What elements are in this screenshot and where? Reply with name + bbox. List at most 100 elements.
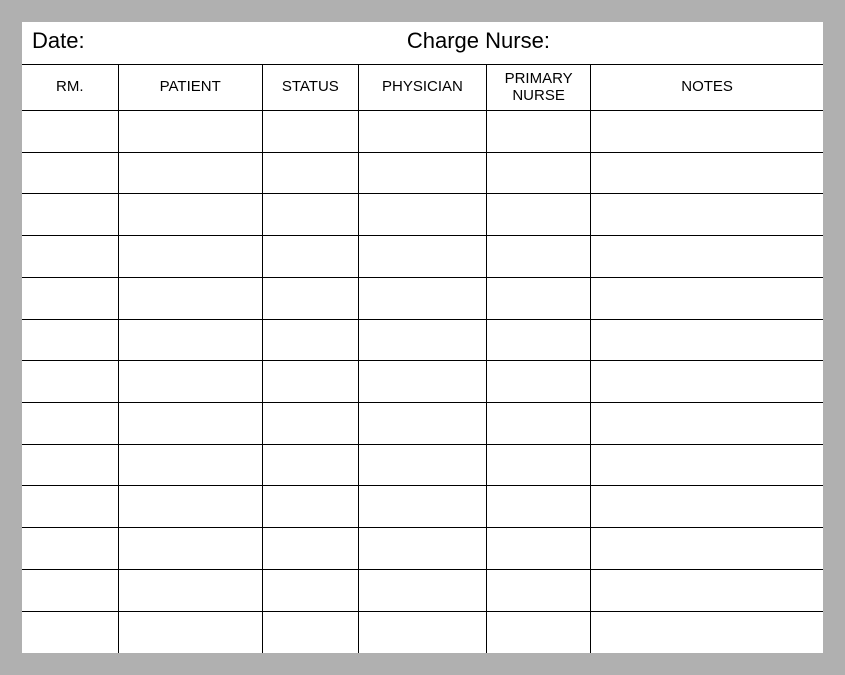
table-cell — [358, 236, 486, 278]
sheet: Date: Charge Nurse: RM.PATIENTSTATUSPHYS… — [22, 22, 823, 653]
table-row — [22, 111, 823, 153]
table-row — [22, 611, 823, 653]
table-cell — [591, 277, 823, 319]
table-cell — [487, 152, 591, 194]
table-row — [22, 361, 823, 403]
table-cell — [22, 486, 118, 528]
table-cell — [22, 152, 118, 194]
table-row — [22, 486, 823, 528]
table-cell — [22, 194, 118, 236]
table-cell — [358, 361, 486, 403]
table-cell — [22, 319, 118, 361]
table-cell — [591, 611, 823, 653]
table-cell — [591, 236, 823, 278]
table-cell — [262, 111, 358, 153]
column-header: PHYSICIAN — [358, 65, 486, 111]
table-cell — [487, 319, 591, 361]
table-cell — [358, 403, 486, 445]
table-cell — [118, 528, 262, 570]
assignment-table: RM.PATIENTSTATUSPHYSICIANPRIMARYNURSENOT… — [22, 64, 823, 653]
table-cell — [262, 444, 358, 486]
table-cell — [118, 403, 262, 445]
table-cell — [358, 444, 486, 486]
table-cell — [487, 277, 591, 319]
table-cell — [262, 277, 358, 319]
table-row — [22, 277, 823, 319]
table-cell — [358, 111, 486, 153]
date-label: Date: — [32, 28, 407, 54]
table-cell — [487, 611, 591, 653]
table-cell — [118, 569, 262, 611]
table-cell — [358, 486, 486, 528]
table-cell — [591, 152, 823, 194]
table-row — [22, 444, 823, 486]
table-cell — [487, 569, 591, 611]
table-cell — [487, 361, 591, 403]
table-cell — [118, 277, 262, 319]
table-cell — [591, 319, 823, 361]
table-cell — [118, 486, 262, 528]
table-cell — [22, 611, 118, 653]
table-cell — [22, 361, 118, 403]
column-header: RM. — [22, 65, 118, 111]
table-cell — [118, 236, 262, 278]
table-cell — [487, 444, 591, 486]
table-cell — [118, 611, 262, 653]
table-header-row: RM.PATIENTSTATUSPHYSICIANPRIMARYNURSENOT… — [22, 65, 823, 111]
table-cell — [118, 194, 262, 236]
table-cell — [591, 111, 823, 153]
header-row: Date: Charge Nurse: — [22, 22, 823, 64]
table-cell — [487, 111, 591, 153]
table-cell — [262, 319, 358, 361]
table-cell — [22, 403, 118, 445]
table-cell — [118, 361, 262, 403]
table-cell — [591, 194, 823, 236]
table-cell — [118, 319, 262, 361]
table-cell — [22, 444, 118, 486]
table-cell — [358, 277, 486, 319]
table-cell — [487, 403, 591, 445]
table-cell — [262, 361, 358, 403]
table-cell — [487, 528, 591, 570]
table-row — [22, 528, 823, 570]
table-cell — [22, 277, 118, 319]
table-cell — [118, 152, 262, 194]
table-cell — [118, 444, 262, 486]
table-row — [22, 236, 823, 278]
table-cell — [487, 486, 591, 528]
table-cell — [358, 528, 486, 570]
page-frame: Date: Charge Nurse: RM.PATIENTSTATUSPHYS… — [0, 0, 845, 675]
table-cell — [262, 194, 358, 236]
table-cell — [487, 236, 591, 278]
table-cell — [262, 236, 358, 278]
column-header: PATIENT — [118, 65, 262, 111]
table-cell — [358, 611, 486, 653]
table-cell — [358, 194, 486, 236]
table-cell — [591, 361, 823, 403]
table-cell — [262, 486, 358, 528]
column-header: PRIMARYNURSE — [487, 65, 591, 111]
table-cell — [591, 403, 823, 445]
table-cell — [22, 236, 118, 278]
table-cell — [262, 569, 358, 611]
table-cell — [591, 569, 823, 611]
table-cell — [22, 569, 118, 611]
table-cell — [22, 528, 118, 570]
column-header: NOTES — [591, 65, 823, 111]
table-cell — [262, 152, 358, 194]
column-header: STATUS — [262, 65, 358, 111]
table-row — [22, 403, 823, 445]
table-row — [22, 152, 823, 194]
table-cell — [118, 111, 262, 153]
table-cell — [358, 569, 486, 611]
table-cell — [358, 319, 486, 361]
table-cell — [591, 486, 823, 528]
table-cell — [262, 611, 358, 653]
table-cell — [262, 528, 358, 570]
table-cell — [262, 403, 358, 445]
table-cell — [591, 444, 823, 486]
table-cell — [358, 152, 486, 194]
table-cell — [22, 111, 118, 153]
charge-nurse-label: Charge Nurse: — [407, 28, 813, 54]
table-cell — [487, 194, 591, 236]
